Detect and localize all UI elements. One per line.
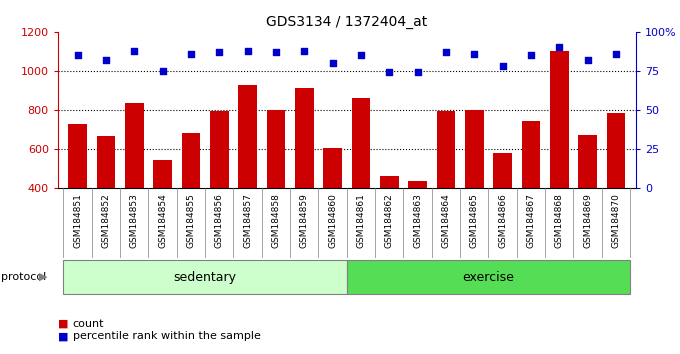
Text: GSM184859: GSM184859 xyxy=(300,193,309,248)
Bar xyxy=(352,98,370,188)
Text: GSM184866: GSM184866 xyxy=(498,193,507,248)
Point xyxy=(497,63,508,69)
Point xyxy=(384,69,395,75)
Point xyxy=(186,51,197,57)
Bar xyxy=(550,51,568,188)
Bar xyxy=(239,85,257,188)
Text: GSM184870: GSM184870 xyxy=(611,193,620,248)
Text: exercise: exercise xyxy=(462,270,514,284)
Bar xyxy=(125,103,143,188)
Text: GSM184862: GSM184862 xyxy=(385,193,394,248)
Bar xyxy=(494,153,512,188)
Text: GSM184863: GSM184863 xyxy=(413,193,422,248)
Bar xyxy=(437,111,455,188)
Point xyxy=(72,52,83,58)
Point xyxy=(412,69,423,75)
Text: GSM184860: GSM184860 xyxy=(328,193,337,248)
Text: GSM184855: GSM184855 xyxy=(186,193,195,248)
Point xyxy=(214,49,225,55)
Point xyxy=(157,68,168,74)
Bar xyxy=(579,135,597,188)
FancyBboxPatch shape xyxy=(347,260,630,294)
Bar xyxy=(97,136,115,188)
Text: GSM184856: GSM184856 xyxy=(215,193,224,248)
Bar xyxy=(522,121,540,188)
Bar xyxy=(409,181,427,188)
Point xyxy=(582,57,593,63)
Text: percentile rank within the sample: percentile rank within the sample xyxy=(73,331,260,341)
Point xyxy=(554,45,565,50)
FancyBboxPatch shape xyxy=(63,260,347,294)
Text: GSM184858: GSM184858 xyxy=(271,193,280,248)
Point xyxy=(242,48,253,53)
Point xyxy=(356,52,367,58)
Point xyxy=(469,51,480,57)
Point xyxy=(327,60,338,66)
Point xyxy=(129,48,140,53)
Bar xyxy=(154,160,172,188)
Point xyxy=(611,51,622,57)
Title: GDS3134 / 1372404_at: GDS3134 / 1372404_at xyxy=(266,16,428,29)
Text: ▶: ▶ xyxy=(39,272,48,282)
Text: GSM184852: GSM184852 xyxy=(101,193,110,248)
Bar xyxy=(607,113,625,188)
Text: ■: ■ xyxy=(58,331,68,341)
Text: sedentary: sedentary xyxy=(173,270,237,284)
Text: protocol: protocol xyxy=(1,272,47,282)
Text: GSM184868: GSM184868 xyxy=(555,193,564,248)
Bar xyxy=(324,148,342,188)
Text: ■: ■ xyxy=(58,319,68,329)
Text: count: count xyxy=(73,319,104,329)
Bar xyxy=(465,110,483,188)
Text: GSM184854: GSM184854 xyxy=(158,193,167,248)
Text: GSM184851: GSM184851 xyxy=(73,193,82,248)
Point xyxy=(526,52,537,58)
Text: GSM184853: GSM184853 xyxy=(130,193,139,248)
Point xyxy=(299,48,310,53)
Text: GSM184861: GSM184861 xyxy=(356,193,365,248)
Bar xyxy=(182,133,200,188)
Bar xyxy=(380,176,398,188)
Text: GSM184869: GSM184869 xyxy=(583,193,592,248)
Bar xyxy=(295,88,313,188)
Bar xyxy=(69,124,87,188)
Text: GSM184864: GSM184864 xyxy=(441,193,450,248)
Bar xyxy=(267,110,285,188)
Text: GSM184867: GSM184867 xyxy=(526,193,535,248)
Text: GSM184857: GSM184857 xyxy=(243,193,252,248)
Point xyxy=(101,57,112,63)
Bar xyxy=(210,111,228,188)
Point xyxy=(441,49,452,55)
Text: GSM184865: GSM184865 xyxy=(470,193,479,248)
Point xyxy=(271,49,282,55)
